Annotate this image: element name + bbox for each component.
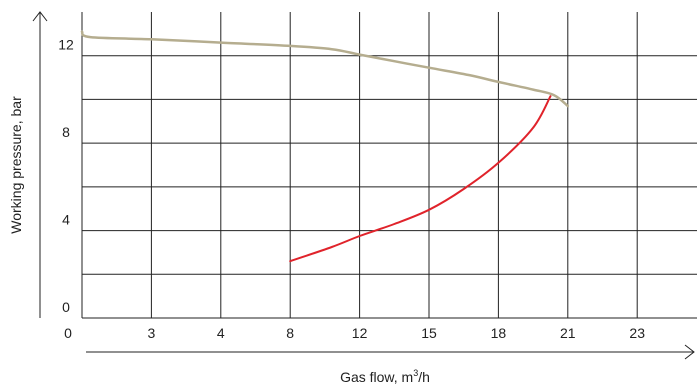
x-axis-title-text: Gas flow, m <box>340 369 413 385</box>
x-axis-title-sup: 3 <box>413 368 418 378</box>
grid <box>81 12 697 319</box>
x-tick-label: 23 <box>629 325 645 341</box>
x-tick-label: 18 <box>491 325 507 341</box>
y-tick-label: 12 <box>58 37 74 53</box>
x-tick-label: 3 <box>148 325 156 341</box>
x-axis-title: Gas flow, m3/h <box>340 368 430 385</box>
series-line-2 <box>289 95 552 263</box>
y-tick-label: 4 <box>62 212 70 228</box>
x-tick-label: 4 <box>217 325 225 341</box>
series <box>80 30 570 263</box>
y-axis-title: Working pressure, bar <box>8 96 24 234</box>
y-tick-label: 0 <box>62 299 70 315</box>
x-tick-label: 8 <box>286 325 294 341</box>
x-tick-label: 0 <box>64 325 72 341</box>
x-axis-arrow <box>684 344 695 360</box>
y-axis-arrow <box>32 11 48 22</box>
x-tick-label: 12 <box>352 325 368 341</box>
series-line-1 <box>80 30 570 108</box>
y-tick-label: 8 <box>62 124 70 140</box>
x-tick-label: 15 <box>421 325 437 341</box>
x-axis-title-unit: /h <box>418 369 430 385</box>
x-tick-label: 21 <box>560 325 576 341</box>
tick-labels: 0 3 4 8 12 15 18 21 23 0 4 8 12 <box>58 37 645 341</box>
